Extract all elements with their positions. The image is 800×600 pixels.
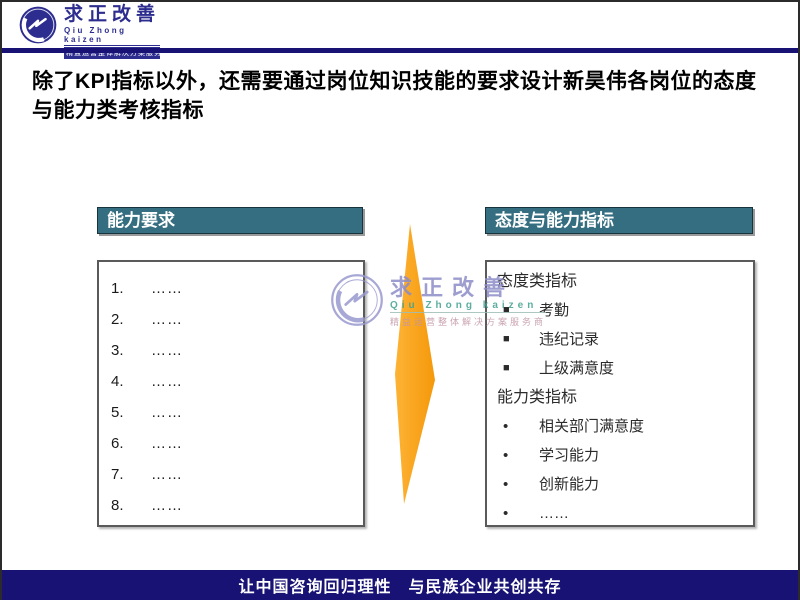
list-item: 7. …… [111,459,363,490]
footer-bar: 让中国咨询回归理性 与民族企业共创共存 [2,570,798,600]
list-item: • …… [497,499,753,528]
list-item: 2. …… [111,304,363,335]
item-text: 上级满意度 [539,360,615,377]
item-text: …… [151,373,183,390]
brand-name: 求正改善 [64,4,161,25]
list-item: 8. …… [111,490,363,521]
item-number: 5. [111,404,124,421]
round-bullet-icon: • [503,505,509,522]
item-text: …… [151,466,183,483]
list-item: • 学习能力 [497,441,753,470]
indicator-list: 态度类指标 ■ 考勤 ■ 违纪记录 ■ 上级满意度能力类指标 • 相关部门满意度 • 学习能力 • 创新… [497,267,753,528]
item-number: 4. [111,373,124,390]
header-bar: 求正改善 Qiu Zhong kaizen 精益运营整体解决方案服务商 [2,2,798,59]
list-item: ■ 考勤 [497,296,753,325]
item-text: …… [539,505,569,522]
item-text: 违纪记录 [539,331,600,348]
round-bullet-icon: • [503,476,509,493]
footer-slogan: 让中国咨询回归理性 与民族企业共创共存 [238,579,562,596]
item-text: …… [151,435,183,452]
list-item: ■ 上级满意度 [497,354,753,383]
round-bullet-icon: • [503,447,509,464]
item-number: 7. [111,466,124,483]
header-divider [2,48,798,53]
item-number: 6. [111,435,124,452]
square-bullet-icon: ■ [503,333,510,345]
item-text: 相关部门满意度 [539,418,645,435]
brand-romanized: Qiu Zhong kaizen [64,26,160,46]
square-bullet-icon: ■ [503,362,510,374]
list-item: • 相关部门满意度 [497,412,753,441]
item-text: …… [151,404,183,421]
brand-emblem-icon [19,6,57,44]
list-item: 3. …… [111,335,363,366]
flow-arrow-icon [395,224,435,504]
right-panel-body: 态度类指标 ■ 考勤 ■ 违纪记录 ■ 上级满意度能力类指标 • 相关部门满意度 • 学习能力 • 创新… [485,260,755,527]
list-item: 1. …… [111,273,363,304]
page-title: 除了KPI指标以外，还需要通过岗位知识技能的要求设计新昊伟各岗位的态度与能力类考… [32,70,757,122]
item-text: …… [151,280,183,297]
list-item: 6. …… [111,428,363,459]
item-text: 创新能力 [539,476,600,493]
item-number: 2. [111,311,124,328]
group-label: 态度类指标 [497,273,578,290]
item-number: 8. [111,497,124,514]
list-item: 4. …… [111,366,363,397]
list-item: • 创新能力 [497,470,753,499]
item-text: 学习能力 [539,447,600,464]
list-item: ■ 违纪记录 [497,325,753,354]
item-number: 3. [111,342,124,359]
square-bullet-icon: ■ [503,304,510,316]
list-item: 5. …… [111,397,363,428]
round-bullet-icon: • [503,418,509,435]
left-panel-body: 1. …… 2. …… 3. …… 4. …… 5. …… 6. …… 7. …… 8. …… [97,260,365,527]
item-number: 1. [111,280,124,297]
right-panel-header: 态度与能力指标 [485,207,753,234]
item-text: …… [151,497,183,514]
item-text: …… [151,311,183,328]
left-panel-header: 能力要求 [97,207,363,234]
item-text: 考勤 [539,302,570,319]
group-label: 能力类指标 [497,389,578,406]
item-text: …… [151,342,183,359]
requirements-list: 1. …… 2. …… 3. …… 4. …… 5. …… 6. …… 7. …… 8. …… [111,273,363,521]
